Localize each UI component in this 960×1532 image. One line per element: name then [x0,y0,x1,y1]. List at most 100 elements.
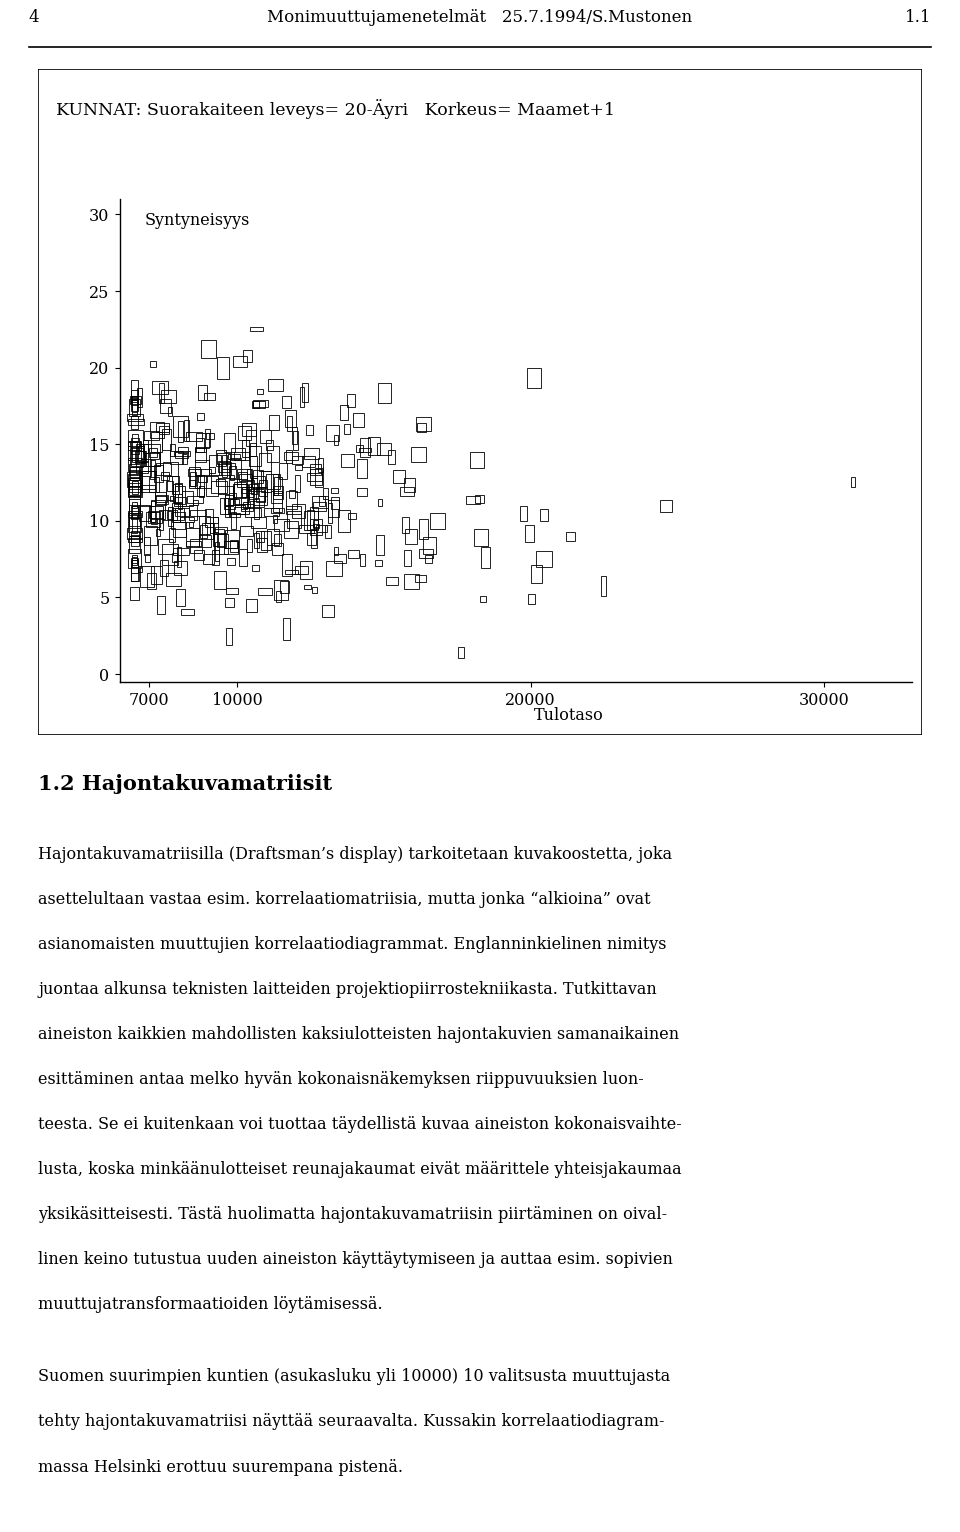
Bar [152,501,156,522]
Bar [130,464,140,476]
Bar [295,565,308,573]
Bar [326,424,339,441]
Bar [204,392,215,400]
Bar [131,567,138,581]
Bar [218,478,228,495]
Bar [259,453,271,470]
Bar [286,506,301,515]
Bar [312,496,328,507]
Bar [269,415,278,430]
Bar [131,467,139,480]
Bar [132,441,137,463]
Bar [132,434,137,443]
Bar [334,555,346,564]
Bar [852,476,855,487]
Bar [315,467,324,487]
Bar [214,542,219,561]
Text: aineiston kaikkien mahdollisten kaksiulotteisten hajontakuvien samanaikainen: aineiston kaikkien mahdollisten kaksiulo… [38,1026,680,1043]
Bar [129,473,141,486]
Bar [174,561,187,574]
Bar [214,535,228,555]
Bar [226,495,233,506]
Bar [132,513,137,533]
Bar [344,423,350,435]
Bar [224,498,235,509]
Bar [132,555,137,565]
Bar [132,380,138,398]
Bar [139,567,154,587]
Bar [310,464,322,475]
Bar [250,457,256,478]
Bar [283,617,290,640]
Text: Syntyneisyys: Syntyneisyys [144,213,250,230]
Bar [128,478,142,496]
Bar [132,561,137,567]
Bar [227,558,235,564]
Bar [129,483,141,496]
Bar [252,400,268,408]
Bar [183,420,188,441]
Bar [233,507,249,515]
Bar [150,512,156,522]
Bar [139,486,156,506]
Bar [254,533,259,547]
Bar [258,588,272,596]
Bar [234,483,246,498]
Bar [219,461,230,475]
Bar [132,397,138,411]
Bar [131,535,138,542]
Bar [261,532,271,550]
Bar [225,498,229,513]
Bar [170,496,175,501]
Bar [190,510,205,516]
Bar [274,493,282,512]
Text: juontaa alkunsa teknisten laitteiden projektiopiirrostekniikasta. Tutkittavan: juontaa alkunsa teknisten laitteiden pro… [38,980,658,997]
Bar [415,574,426,582]
Bar [134,452,145,463]
Bar [194,501,199,506]
Bar [177,547,181,567]
Bar [217,535,226,547]
Bar [163,510,177,519]
Bar [197,475,204,496]
Bar [168,408,172,417]
Bar [155,496,167,502]
Bar [256,532,264,542]
Bar [266,440,273,450]
Bar [300,561,312,579]
Bar [405,529,417,544]
Bar [222,463,235,469]
Bar [403,478,416,492]
Bar [194,550,204,561]
Bar [228,453,240,460]
Bar [156,463,172,475]
Bar [200,516,209,535]
Bar [225,486,232,504]
Bar [179,447,187,453]
Bar [252,478,257,493]
Bar [259,429,271,443]
Bar [404,550,411,567]
Bar [131,438,138,455]
Bar [377,443,391,455]
Bar [255,487,265,502]
Bar [189,506,197,519]
Bar [274,581,288,601]
Bar [130,496,140,513]
Bar [229,493,235,499]
Bar [172,476,180,495]
Bar [411,447,426,463]
Bar [356,458,368,478]
Bar [129,486,140,495]
Bar [257,538,267,552]
Bar [129,481,141,492]
Bar [230,458,241,480]
Bar [241,489,247,509]
Bar [211,481,227,493]
Bar [404,573,419,588]
Bar [246,509,261,516]
Bar [309,519,322,535]
Bar [356,444,363,452]
Bar [303,449,320,458]
Bar [131,391,138,400]
